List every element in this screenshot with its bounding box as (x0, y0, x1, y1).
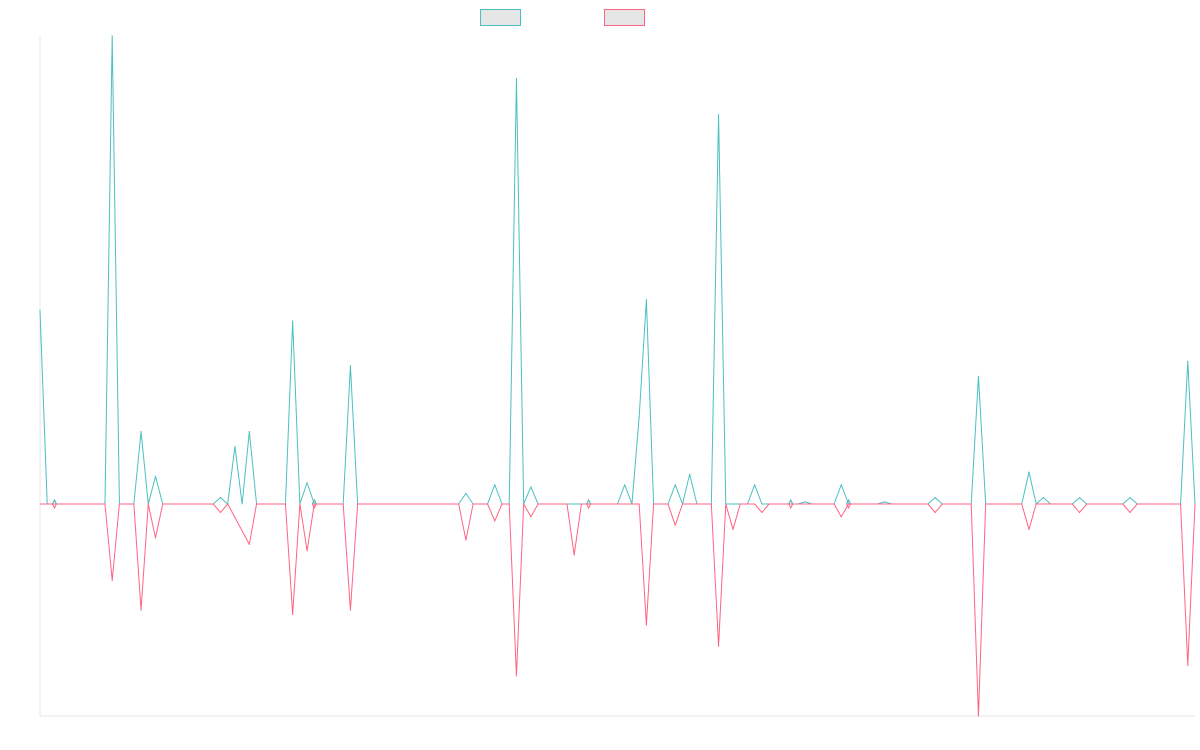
data-point[interactable] (349, 609, 352, 611)
data-point[interactable] (292, 613, 294, 615)
data-point[interactable] (494, 520, 496, 522)
data-point[interactable] (624, 484, 626, 486)
data-point[interactable] (39, 309, 41, 312)
data-point[interactable] (292, 320, 294, 322)
data-point[interactable] (530, 516, 532, 518)
data-point[interactable] (306, 550, 308, 552)
data-point[interactable] (465, 539, 467, 541)
data-point[interactable] (1078, 511, 1081, 514)
data-point[interactable] (1028, 528, 1030, 531)
data-point[interactable] (154, 475, 157, 477)
data-point[interactable] (494, 484, 496, 486)
data-point[interactable] (840, 516, 842, 518)
data-point[interactable] (977, 715, 980, 717)
series-line-1 (39, 35, 1196, 505)
data-point[interactable] (717, 645, 720, 647)
data-point[interactable] (638, 416, 640, 418)
data-point[interactable] (645, 299, 647, 301)
data-point[interactable] (674, 484, 676, 486)
data-point[interactable] (465, 492, 467, 494)
data-point[interactable] (1187, 664, 1189, 666)
legend-swatch-1[interactable] (480, 9, 521, 26)
legend (480, 9, 645, 26)
data-point[interactable] (883, 501, 886, 503)
data-point[interactable] (674, 524, 676, 526)
data-point[interactable] (804, 501, 806, 503)
series-layer (39, 35, 1196, 717)
data-point[interactable] (1078, 497, 1081, 499)
data-point[interactable] (1129, 497, 1131, 499)
baseline-marker (846, 498, 851, 505)
data-point[interactable] (530, 486, 532, 488)
data-point[interactable] (732, 528, 734, 531)
data-point[interactable] (934, 511, 936, 514)
data-point[interactable] (154, 537, 157, 539)
baseline-marker (311, 498, 317, 505)
data-point[interactable] (1187, 360, 1189, 363)
baseline-marker (51, 498, 57, 505)
series-line-2 (40, 503, 1196, 717)
data-point[interactable] (111, 35, 113, 37)
data-point[interactable] (515, 77, 518, 80)
baseline-marker (788, 498, 794, 505)
data-point[interactable] (248, 543, 250, 545)
data-point[interactable] (1042, 497, 1045, 499)
axes (39, 36, 1195, 717)
data-point[interactable] (349, 365, 352, 367)
data-point[interactable] (306, 482, 308, 484)
data-point[interactable] (717, 114, 720, 116)
data-point[interactable] (515, 675, 518, 677)
data-point[interactable] (761, 511, 763, 514)
data-point[interactable] (219, 497, 222, 499)
data-point[interactable] (645, 624, 647, 626)
data-point[interactable] (234, 445, 236, 448)
legend-swatch-2[interactable] (604, 9, 645, 26)
markers-layer (39, 35, 1189, 717)
data-point[interactable] (689, 473, 691, 475)
data-point[interactable] (1028, 471, 1030, 473)
data-point[interactable] (248, 431, 250, 433)
data-point[interactable] (573, 554, 575, 556)
data-point[interactable] (219, 511, 222, 514)
data-point[interactable] (140, 609, 142, 611)
data-point[interactable] (934, 497, 936, 499)
data-point[interactable] (140, 431, 142, 433)
data-point[interactable] (111, 579, 113, 581)
baseline-marker (586, 498, 592, 505)
data-point[interactable] (840, 484, 842, 486)
data-point[interactable] (977, 375, 980, 377)
data-point[interactable] (754, 484, 756, 486)
data-point[interactable] (1129, 511, 1131, 514)
